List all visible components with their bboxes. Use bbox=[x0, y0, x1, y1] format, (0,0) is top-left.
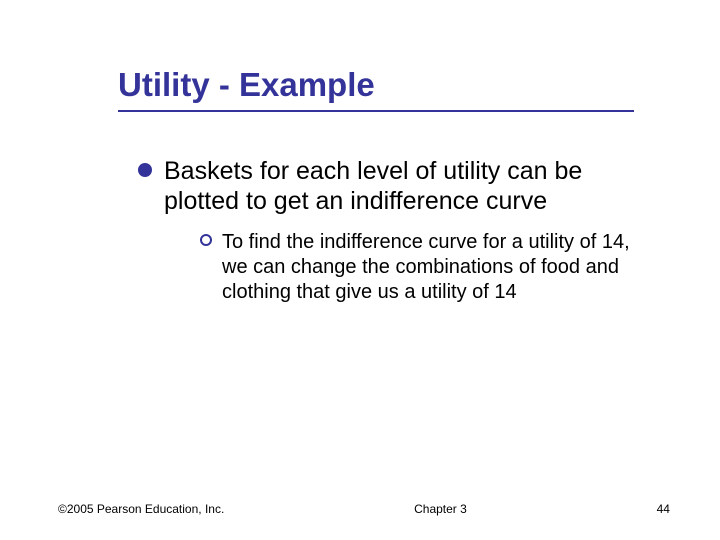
subbullet-item: To find the indifference curve for a uti… bbox=[200, 230, 638, 305]
title-underline bbox=[118, 110, 634, 112]
disc-icon bbox=[138, 163, 152, 177]
footer: ©2005 Pearson Education, Inc. Chapter 3 … bbox=[58, 502, 670, 516]
footer-right: 44 bbox=[657, 502, 670, 516]
body-block: Baskets for each level of utility can be… bbox=[138, 156, 638, 305]
bullet-text: Baskets for each level of utility can be… bbox=[164, 157, 582, 215]
title-block: Utility - Example bbox=[118, 66, 638, 112]
bullet-item: Baskets for each level of utility can be… bbox=[138, 156, 638, 305]
bullet-list-level1: Baskets for each level of utility can be… bbox=[138, 156, 638, 305]
bullet-list-level2: To find the indifference curve for a uti… bbox=[200, 230, 638, 305]
slide: Utility - Example Baskets for each level… bbox=[0, 0, 720, 540]
footer-left: ©2005 Pearson Education, Inc. bbox=[58, 502, 224, 516]
circle-icon bbox=[200, 234, 212, 246]
slide-title: Utility - Example bbox=[118, 66, 638, 104]
footer-center: Chapter 3 bbox=[414, 502, 467, 516]
subbullet-text: To find the indifference curve for a uti… bbox=[222, 231, 630, 303]
